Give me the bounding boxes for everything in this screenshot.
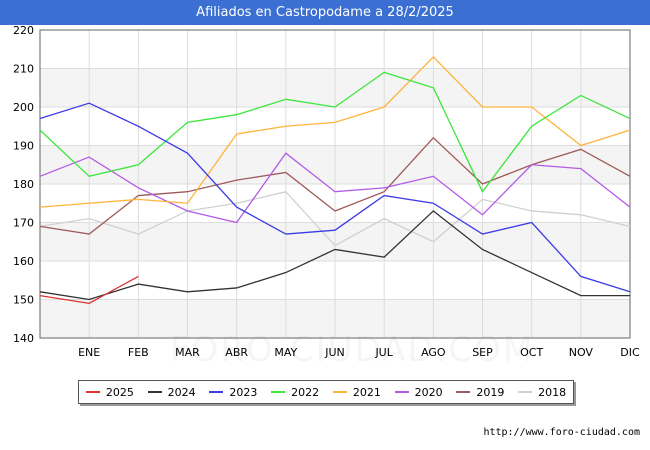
legend-item-2021: 2021 [332, 385, 381, 399]
x-tick-label: JUN [324, 346, 345, 359]
x-tick-label: NOV [569, 346, 594, 359]
y-tick-label: 210 [13, 63, 34, 76]
y-tick-label: 220 [13, 24, 34, 37]
y-tick-label: 140 [13, 332, 34, 345]
y-tick-label: 180 [13, 178, 34, 191]
legend-swatch [209, 391, 224, 393]
legend-item-2019: 2019 [456, 386, 504, 399]
legend-label: 2022 [291, 385, 320, 399]
legend-swatch [147, 391, 162, 393]
legend-swatch [394, 391, 409, 393]
legend-label: 2024 [167, 385, 196, 399]
x-tick-label: ENE [78, 346, 100, 359]
legend-item-2024: 2024 [147, 385, 196, 399]
legend-swatch [518, 391, 533, 393]
plot-border [39, 29, 631, 339]
y-tick-label: 190 [13, 140, 34, 153]
legend-item-2022: 2022 [271, 386, 319, 399]
series-line-2023 [39, 102, 631, 293]
x-tick-label: MAR [175, 346, 200, 359]
legend-item-2018: 2018 [518, 386, 566, 399]
series-line-2022 [39, 71, 631, 193]
y-tick-label: 170 [13, 217, 34, 230]
legend-swatch [456, 391, 471, 393]
legend-label: 2018 [538, 385, 567, 399]
x-tick-label: DIC [620, 346, 640, 359]
line-chart: 140 150 160 170 180 190 200 210 220 ENE FEB MAR ABR M… [13, 24, 640, 359]
x-tick-label: FEB [128, 346, 149, 359]
chart-title: Afiliados en Castropodame a 28/2/2025 [0, 0, 650, 25]
series-line-2018 [39, 190, 631, 247]
x-tick-label: MAY [274, 346, 297, 359]
x-tick-label: JUL [374, 346, 393, 359]
series-line-2021 [39, 56, 631, 208]
x-tick-label: OCT [520, 346, 543, 359]
y-tick-label: 160 [13, 255, 34, 268]
legend-label: 2025 [105, 385, 134, 399]
series-line-2025 [39, 275, 139, 305]
series-line-2020 [39, 152, 631, 224]
legend-swatch [271, 391, 286, 393]
source-url: http://www.foro-ciudad.com [483, 427, 640, 438]
chart-legend: 2025 2024 2023 2022 2021 2020 2019 2018 [78, 380, 574, 404]
legend-label: 2023 [229, 385, 258, 399]
legend-swatch [85, 391, 100, 393]
legend-swatch [332, 391, 347, 393]
y-tick-label: 200 [13, 101, 34, 114]
legend-label: 2020 [414, 385, 443, 399]
legend-item-2025: 2025 [85, 385, 134, 399]
y-tick-label: 150 [13, 294, 34, 307]
legend-item-2023: 2023 [209, 386, 257, 399]
legend-item-2020: 2020 [394, 385, 443, 399]
x-tick-label: ABR [225, 346, 248, 359]
x-tick-label: AGO [421, 346, 446, 359]
series-line-2024 [39, 210, 630, 301]
legend-label: 2019 [476, 385, 505, 399]
legend-label: 2021 [352, 385, 381, 399]
x-tick-label: SEP [472, 346, 493, 359]
